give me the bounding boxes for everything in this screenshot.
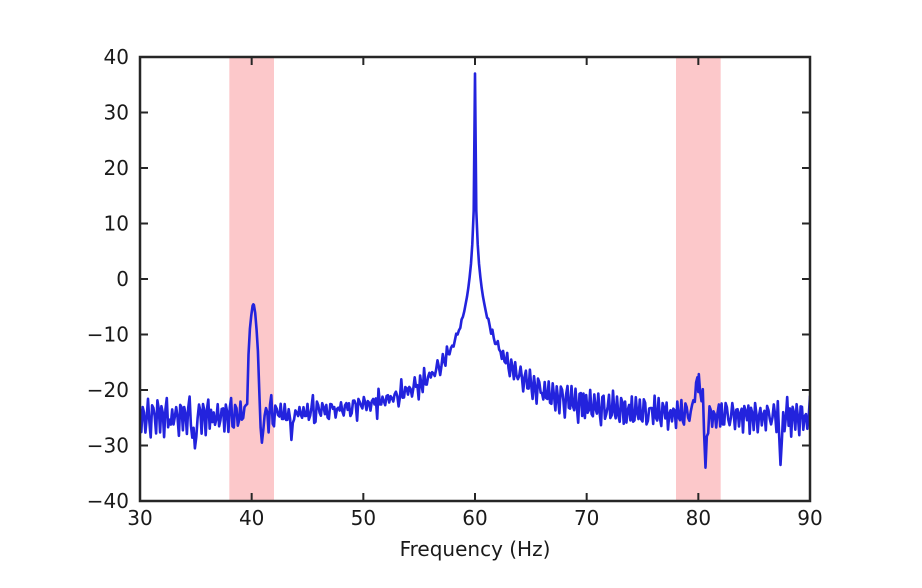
y-tick-label: 10 (104, 212, 129, 236)
highlight-band (229, 57, 274, 501)
spectrum-line (140, 72, 810, 469)
y-tick-label: −10 (87, 323, 129, 347)
x-tick-label: 50 (351, 506, 376, 530)
x-tick-label: 90 (797, 506, 822, 530)
y-tick-label: 40 (104, 45, 129, 69)
highlight-band (676, 57, 721, 501)
y-tick-label: 20 (104, 156, 129, 180)
y-tick-label: −30 (87, 434, 129, 458)
axes-frame (138, 55, 812, 503)
x-tick-label: 30 (127, 506, 152, 530)
x-tick-label: 40 (239, 506, 264, 530)
y-tick-label: 0 (116, 267, 129, 291)
x-tick-label: 80 (686, 506, 711, 530)
x-axis-label: Frequency (Hz) (399, 537, 551, 561)
x-tick-label: 60 (462, 506, 487, 530)
y-tick-label: 30 (104, 101, 129, 125)
x-tick-label: 70 (574, 506, 599, 530)
y-tick-label: −20 (87, 378, 129, 402)
y-tick-label: −40 (87, 489, 129, 513)
